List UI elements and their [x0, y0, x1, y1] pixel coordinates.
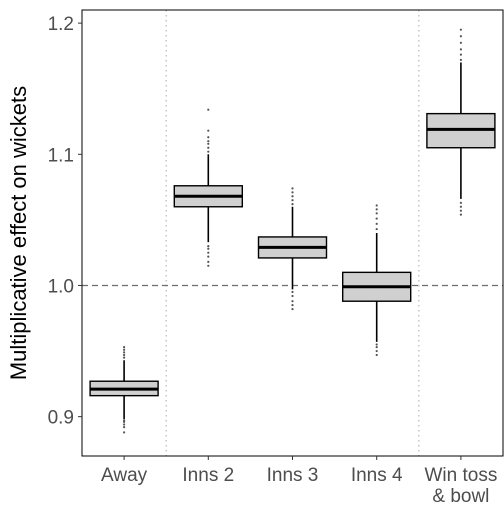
outlier-point	[207, 251, 210, 254]
outlier-point	[291, 191, 294, 194]
outlier-point	[375, 353, 378, 357]
outlier-point	[123, 423, 126, 426]
x-tick-label-line: Inns 2	[182, 465, 234, 486]
x-tick-label: Inns 3	[267, 465, 319, 486]
outlier-point	[207, 150, 210, 153]
x-tick-label: Inns 4	[351, 465, 403, 486]
outlier-point	[459, 35, 462, 38]
plot-area	[81, 9, 504, 457]
outlier-point	[375, 212, 378, 215]
outlier-point	[459, 48, 462, 51]
box-4	[426, 28, 496, 216]
x-tick-label-line: & bowl	[432, 486, 489, 507]
outlier-point	[207, 129, 210, 132]
outlier-point	[291, 199, 294, 202]
outlier-point	[459, 41, 462, 44]
outlier-point	[123, 346, 126, 349]
outlier-point	[291, 300, 294, 303]
y-axis: 0.9 1.0 1.1 1.2	[48, 14, 82, 429]
outlier-point	[123, 431, 126, 434]
outlier-point	[375, 349, 378, 353]
outlier-point	[291, 187, 294, 190]
y-tick-label: 1.0	[48, 276, 74, 297]
outlier-point	[207, 255, 210, 258]
y-tick-label: 0.9	[48, 408, 74, 429]
outlier-point	[207, 264, 210, 267]
x-tick-label-line: Win toss	[424, 465, 497, 486]
outlier-point	[459, 53, 462, 56]
outlier-point	[375, 204, 378, 207]
outlier-point	[375, 208, 378, 211]
x-tick-label-line: Away	[101, 465, 148, 486]
outlier-point	[291, 195, 294, 198]
outlier-point	[207, 146, 210, 149]
outlier-point	[459, 213, 462, 216]
box-0	[89, 346, 159, 434]
x-tick-label-line: Inns 4	[351, 465, 403, 486]
outlier-point	[375, 217, 378, 220]
outlier-point	[459, 28, 462, 31]
x-tick-label-line: Inns 3	[267, 465, 319, 486]
box-1	[173, 108, 244, 267]
outlier-point	[375, 343, 378, 346]
outlier-point	[123, 426, 126, 429]
outlier-point	[459, 205, 462, 208]
outlier-point	[459, 209, 462, 212]
box-2	[257, 187, 328, 311]
outlier-point	[207, 142, 210, 145]
box-3	[342, 204, 412, 357]
outlier-point	[291, 304, 294, 307]
outlier-point	[123, 356, 126, 359]
outlier-point	[291, 290, 294, 294]
outlier-point	[123, 351, 126, 354]
outlier-point	[207, 108, 210, 111]
outlier-point	[375, 227, 378, 231]
outlier-point	[207, 245, 210, 248]
outlier-point	[291, 203, 294, 206]
outlier-point	[207, 136, 210, 139]
outlier-point	[291, 294, 294, 298]
outlier-point	[123, 419, 126, 422]
x-tick-label: Away	[101, 465, 148, 486]
y-tick-label: 1.1	[48, 145, 74, 166]
box-series	[89, 28, 496, 434]
outlier-point	[123, 348, 126, 351]
x-axis: Away Inns 2 Inns 3 Inns 4 Win toss & bowl	[101, 456, 497, 507]
outlier-point	[375, 222, 378, 225]
y-tick-label: 1.2	[48, 14, 74, 35]
y-axis-label: Multiplicative effect on wickets	[6, 86, 31, 380]
x-tick-label: Win toss & bowl	[424, 465, 497, 507]
outlier-point	[207, 247, 210, 250]
outlier-point	[459, 201, 462, 204]
outlier-point	[207, 140, 210, 143]
outlier-point	[123, 353, 126, 357]
outlier-point	[291, 307, 294, 311]
outlier-point	[207, 260, 210, 263]
outlier-point	[459, 58, 462, 61]
x-tick-label: Inns 2	[182, 465, 234, 486]
outlier-point	[375, 346, 378, 349]
